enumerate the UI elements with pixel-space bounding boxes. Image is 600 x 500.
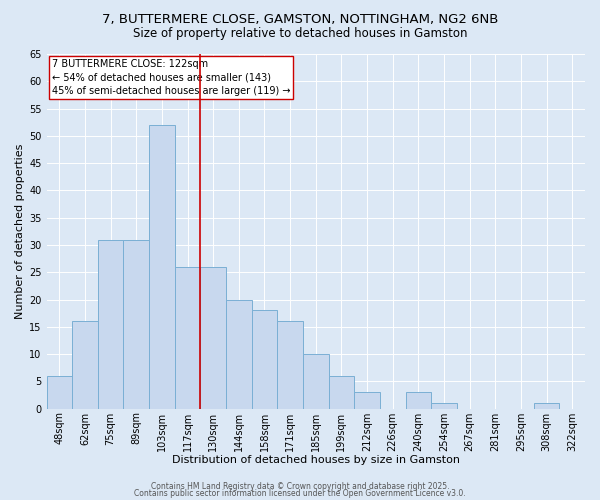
Bar	[47, 376, 72, 408]
Bar	[303, 354, 329, 408]
Bar	[431, 403, 457, 408]
Bar	[149, 125, 175, 408]
Bar	[534, 403, 559, 408]
Text: Contains public sector information licensed under the Open Government Licence v3: Contains public sector information licen…	[134, 489, 466, 498]
Bar	[72, 322, 98, 408]
Bar	[200, 267, 226, 408]
Bar	[175, 267, 200, 408]
Y-axis label: Number of detached properties: Number of detached properties	[15, 144, 25, 319]
Bar	[354, 392, 380, 408]
Text: Contains HM Land Registry data © Crown copyright and database right 2025.: Contains HM Land Registry data © Crown c…	[151, 482, 449, 491]
X-axis label: Distribution of detached houses by size in Gamston: Distribution of detached houses by size …	[172, 455, 460, 465]
Bar	[329, 376, 354, 408]
Text: 7, BUTTERMERE CLOSE, GAMSTON, NOTTINGHAM, NG2 6NB: 7, BUTTERMERE CLOSE, GAMSTON, NOTTINGHAM…	[102, 12, 498, 26]
Bar	[98, 240, 124, 408]
Bar	[226, 300, 251, 408]
Bar	[124, 240, 149, 408]
Text: 7 BUTTERMERE CLOSE: 122sqm
← 54% of detached houses are smaller (143)
45% of sem: 7 BUTTERMERE CLOSE: 122sqm ← 54% of deta…	[52, 60, 290, 96]
Bar	[251, 310, 277, 408]
Text: Size of property relative to detached houses in Gamston: Size of property relative to detached ho…	[133, 28, 467, 40]
Bar	[406, 392, 431, 408]
Bar	[277, 322, 303, 408]
